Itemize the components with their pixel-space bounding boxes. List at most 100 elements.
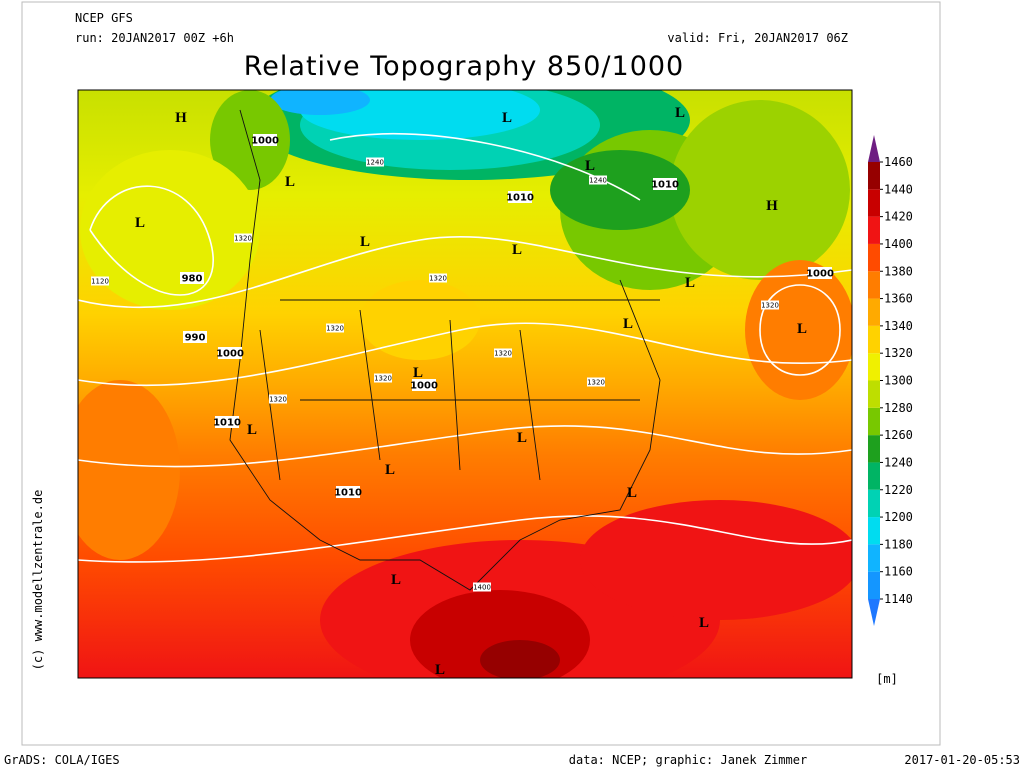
label-bg <box>234 233 252 243</box>
pressure-center: L <box>685 275 695 291</box>
thickness-label: 1240 <box>589 177 607 185</box>
pressure-label: 1010 <box>213 418 241 429</box>
colorbar-label: 1260 <box>884 428 913 442</box>
colorbar-label: 1420 <box>884 210 913 224</box>
colorbar-band <box>868 189 880 217</box>
pressure-label: 1000 <box>251 136 279 147</box>
pressure-label: 1010 <box>651 180 679 191</box>
label-bg <box>374 373 392 383</box>
label-bg <box>412 379 436 391</box>
label-bg <box>589 175 607 185</box>
thickness-label: 1320 <box>326 325 344 333</box>
run-time: run: 20JAN2017 00Z +6h <box>75 31 234 45</box>
model: NCEP GFS <box>75 11 133 25</box>
label-bg <box>91 276 109 286</box>
pressure-label: 1000 <box>216 349 244 360</box>
colorbar-band <box>868 517 880 545</box>
pressure-center: L <box>517 430 527 446</box>
map-title: Relative Topography 850/1000 <box>244 51 685 82</box>
colorbar-label: 1180 <box>884 537 913 551</box>
pressure-label: 1010 <box>506 193 534 204</box>
colorbar-label: 1200 <box>884 510 913 524</box>
valid-time: valid: Fri, 20JAN2017 06Z <box>667 31 848 45</box>
colorbar-band <box>868 271 880 299</box>
colorbar-band <box>868 407 880 436</box>
map <box>78 90 852 678</box>
colorbar-band <box>868 216 880 244</box>
colorbar-label: 1280 <box>884 401 913 415</box>
pressure-center: L <box>675 105 685 121</box>
label-bg <box>218 347 242 359</box>
map-border <box>77 89 853 679</box>
colorbar-label: 1460 <box>884 155 913 169</box>
pressure-center: L <box>391 572 401 588</box>
colorbar-label: 1340 <box>884 319 913 333</box>
colorbar-band <box>868 380 880 408</box>
label-bg <box>269 394 287 404</box>
pressure-center: L <box>699 615 709 631</box>
colorbar-band <box>868 325 880 354</box>
thickness-label: 1120 <box>91 278 109 286</box>
colorbar-band <box>868 489 880 518</box>
legend-unit: [m] <box>876 672 898 686</box>
thickness-label: 1240 <box>366 159 384 167</box>
label-bg <box>180 272 204 284</box>
label-bg <box>215 416 239 428</box>
colorbar-band <box>868 243 880 272</box>
colorbar: 1140 1160 1180 1200 1220 1240 1260 1280 1300 1320… <box>868 135 913 626</box>
colorbar-band <box>868 353 880 381</box>
thickness-label: 1320 <box>587 379 605 387</box>
pressure-center: L <box>385 462 395 478</box>
colorbar-band <box>868 298 880 326</box>
colorbar-label: 1360 <box>884 292 913 306</box>
pressure-center: L <box>360 234 370 250</box>
colorbar-band <box>868 571 880 599</box>
pressure-center: L <box>512 242 522 258</box>
label-bg <box>653 178 677 190</box>
colorbar-band <box>868 435 880 463</box>
pressure-center: L <box>627 485 637 501</box>
label-bg <box>508 191 532 203</box>
pressure-label: 980 <box>182 274 203 285</box>
pressure-center: L <box>585 158 595 174</box>
thickness-label: 1320 <box>269 396 287 404</box>
pressure-label: 990 <box>185 333 206 344</box>
colorbar-label: 1440 <box>884 182 913 196</box>
label-bg <box>473 582 491 592</box>
colorbar-low-end <box>868 599 880 626</box>
footer-center: data: NCEP; graphic: Janek Zimmer <box>569 753 807 767</box>
label-bg <box>366 157 384 167</box>
pressure-center: L <box>797 321 807 337</box>
label-bg <box>494 348 512 358</box>
colorbar-label: 1300 <box>884 374 913 388</box>
label-bg <box>587 377 605 387</box>
colorbar-label: 1140 <box>884 592 913 606</box>
colorbar-high-end <box>868 135 880 162</box>
pressure-label: 1010 <box>334 488 362 499</box>
pressure-center: L <box>247 422 257 438</box>
label-bg <box>336 486 360 498</box>
pressure-label: 1000 <box>806 269 834 280</box>
label-bg <box>326 323 344 333</box>
footer-left: GrADS: COLA/IGES <box>4 753 120 767</box>
footer-right: 2017-01-20-05:53 <box>904 753 1020 767</box>
colorbar-band <box>868 544 880 572</box>
pressure-center: L <box>435 662 445 678</box>
pressure-center: L <box>413 365 423 381</box>
pressure-center: L <box>502 110 512 126</box>
thickness-label: 1320 <box>234 235 252 243</box>
label-bg <box>429 273 447 283</box>
colorbar-band <box>868 162 880 190</box>
colorbar-label: 1220 <box>884 483 913 497</box>
pressure-center: L <box>135 215 145 231</box>
pressure-center: H <box>175 110 187 126</box>
thickness-label: 1320 <box>494 350 512 358</box>
pressure-label: 1000 <box>410 381 438 392</box>
credit: (c) www.modellzentrale.de <box>31 490 45 671</box>
label-bg <box>761 300 779 310</box>
thickness-label: 1320 <box>429 275 447 283</box>
colorbar-label: 1240 <box>884 455 913 469</box>
label-bg <box>183 331 207 343</box>
